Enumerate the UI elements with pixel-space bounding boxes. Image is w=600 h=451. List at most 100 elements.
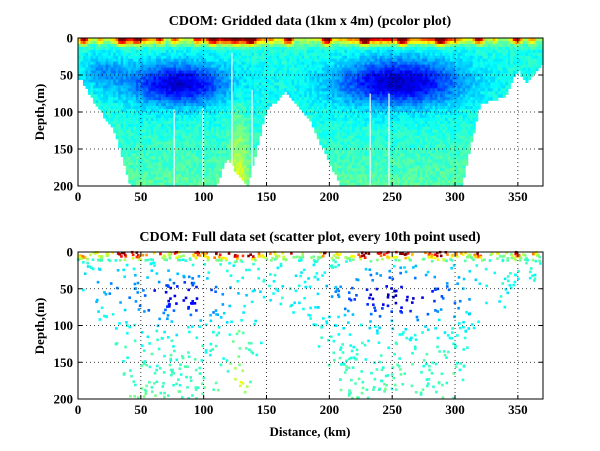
pcolor-cell (213, 82, 217, 86)
pcolor-cell (188, 112, 192, 116)
pcolor-cell (155, 150, 160, 155)
pcolor-cell (314, 123, 318, 128)
pcolor-cell (316, 129, 320, 134)
pcolor-cell (301, 43, 305, 48)
pcolor-cells (78, 38, 544, 187)
pcolor-cell (123, 153, 127, 157)
pcolor-cell (145, 153, 149, 157)
pcolor-cell (357, 40, 361, 45)
pcolor-cell (140, 64, 144, 69)
pcolor-cell (163, 94, 167, 98)
pcolor-cell (123, 79, 127, 83)
pcolor-cell (301, 73, 305, 78)
pcolor-cell (379, 100, 383, 104)
pcolor-cell (359, 106, 363, 110)
pcolor-cell (349, 180, 353, 184)
pcolor-cell (208, 82, 212, 86)
pcolor-cell (309, 52, 313, 57)
pcolor-cell (216, 49, 220, 54)
pcolor-cell (243, 103, 247, 107)
pcolor-cell (226, 70, 230, 75)
pcolor-cell (120, 94, 124, 98)
pcolor-cell (128, 159, 132, 163)
pcolor-cell (181, 91, 185, 95)
pcolor-cell (377, 156, 381, 160)
pcolor-cell (223, 103, 227, 107)
pcolor-cell (339, 67, 343, 72)
pcolor-cell (155, 132, 160, 137)
pcolor-cell (173, 52, 177, 57)
pcolor-cell (155, 67, 160, 72)
pcolor-cell (216, 109, 220, 113)
pcolor-cell (349, 46, 353, 51)
pcolor-cell (382, 117, 386, 122)
pcolor-cell (206, 112, 210, 116)
pcolor-cell (123, 156, 127, 160)
pcolor-cell (135, 183, 139, 187)
pcolor-cell (261, 64, 265, 69)
pcolor-cell (253, 135, 258, 140)
pcolor-cell (153, 183, 157, 187)
pcolor-cell (135, 94, 139, 98)
pcolor-cell (326, 40, 330, 45)
pcolor-cell (339, 162, 343, 166)
pcolor-cell (201, 38, 205, 42)
pcolor-cell (208, 183, 212, 187)
pcolor-cell (203, 168, 207, 172)
pcolor-cell (221, 106, 225, 110)
pcolor-cell (351, 120, 356, 125)
pcolor-cell (193, 120, 197, 125)
pcolor-cell (93, 100, 97, 104)
pcolor-cell (274, 100, 278, 104)
pcolor-cell (359, 126, 363, 131)
pcolor-cell (238, 126, 242, 131)
pcolor-cell (196, 100, 200, 104)
pcolor-cell (344, 40, 348, 45)
pcolor-cell (201, 88, 205, 92)
pcolor-cell (243, 67, 247, 72)
pcolor-cell (145, 112, 149, 116)
pcolor-cell (233, 88, 237, 92)
pcolor-cell (339, 94, 343, 98)
pcolor-cell (115, 112, 119, 116)
pcolor-cell (311, 38, 315, 42)
pcolor-cell (123, 162, 127, 166)
pcolor-cell (306, 38, 310, 42)
pcolor-cell (341, 61, 346, 66)
pcolor-cell (374, 70, 378, 75)
pcolor-cell (344, 153, 348, 157)
pcolor-cell (336, 129, 340, 134)
pcolor-cell (246, 129, 250, 134)
pcolor-cell (163, 40, 167, 45)
pcolor-cell (382, 135, 386, 140)
pcolor-cell (241, 61, 245, 66)
pcolor-cell (223, 64, 227, 69)
pcolor-cell (233, 129, 237, 134)
pcolor-cell (379, 109, 383, 113)
pcolor-cell (221, 91, 225, 95)
pcolor-cell (359, 114, 363, 119)
pcolor-cell (291, 82, 295, 86)
pcolor-cell (140, 88, 144, 92)
pcolor-cell (191, 109, 195, 113)
pcolor-cell (88, 40, 92, 45)
pcolor-cell (329, 141, 333, 146)
pcolor-cell (316, 94, 320, 98)
pcolor-cell (248, 91, 253, 95)
pcolor-cell (201, 79, 205, 83)
pcolor-cell (321, 55, 325, 60)
pcolor-cell (266, 49, 270, 54)
pcolor-cell (168, 106, 172, 110)
pcolor-cell (351, 174, 356, 178)
pcolor-cell (362, 38, 366, 42)
pcolor-cell (246, 109, 250, 113)
pcolor-cell (251, 123, 255, 128)
pcolor-cell (379, 126, 383, 131)
pcolor-cell (140, 177, 144, 181)
pcolor-cell (173, 165, 177, 169)
pcolor-cell (264, 103, 268, 107)
pcolor-cell (236, 52, 240, 57)
pcolor-cell (331, 144, 335, 149)
pcolor-cell (233, 159, 237, 163)
pcolor-cell (145, 76, 149, 81)
